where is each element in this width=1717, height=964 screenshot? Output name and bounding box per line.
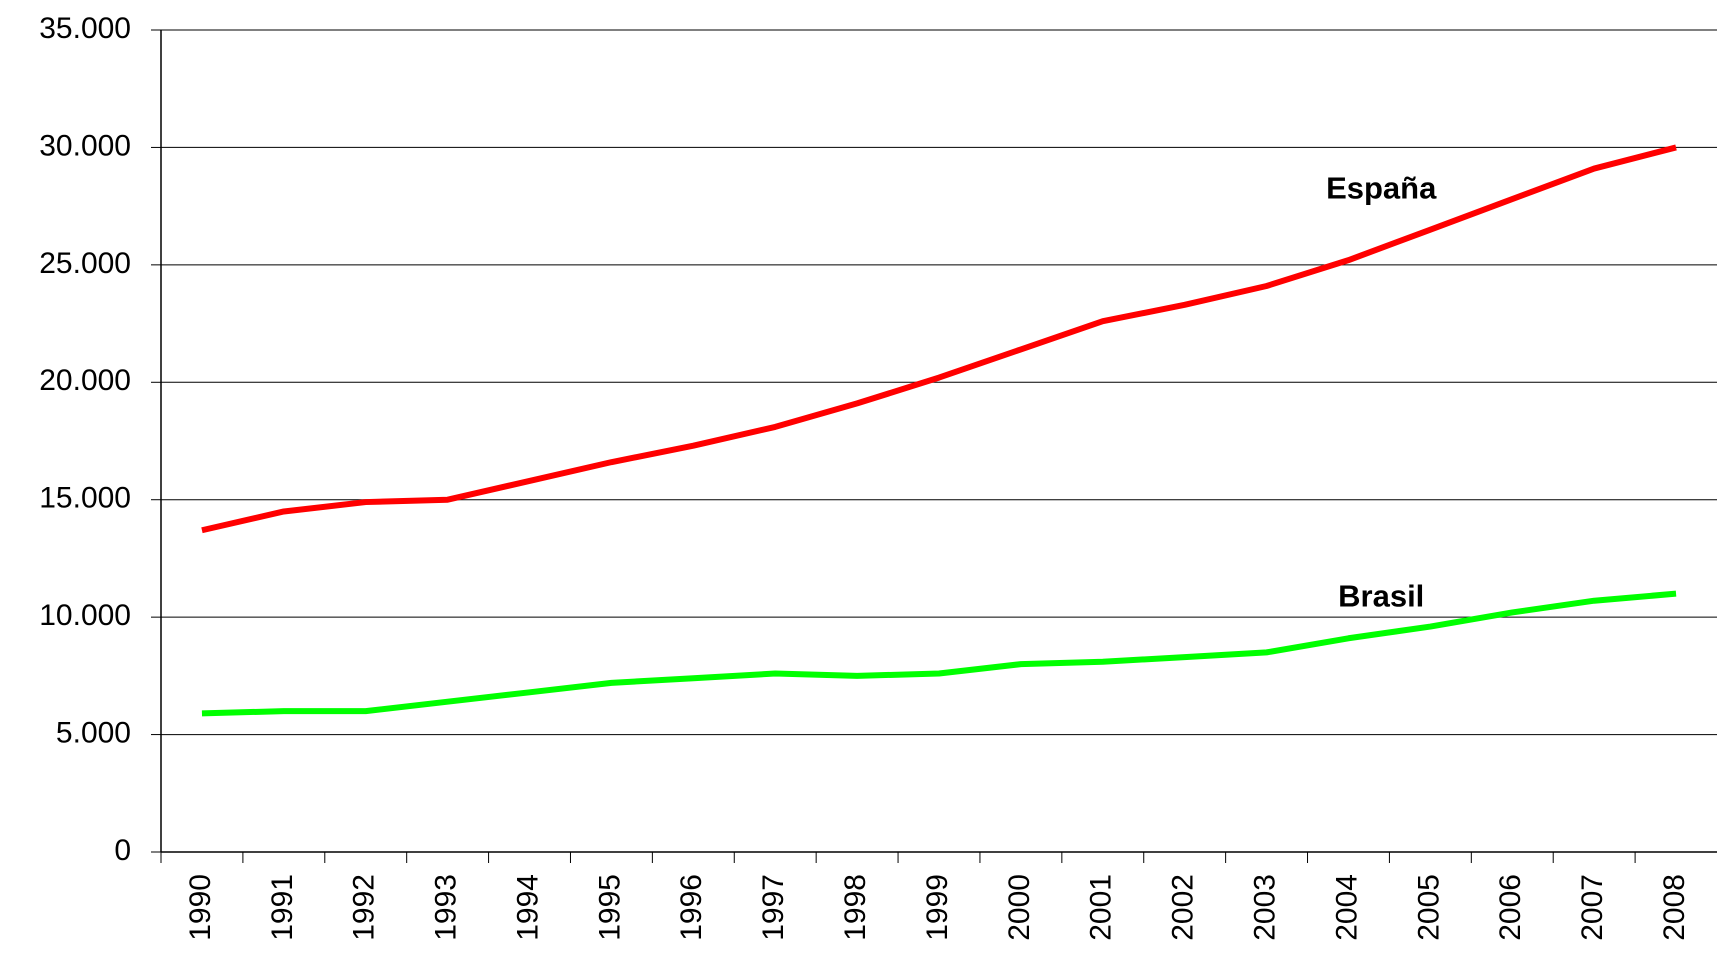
x-tick-label: 2003	[1249, 874, 1282, 941]
x-tick-label: 1996	[675, 874, 708, 941]
x-tick-label: 2007	[1576, 874, 1609, 941]
y-tick-label: 15.000	[39, 482, 131, 515]
x-tick-label: 2000	[1003, 874, 1036, 941]
y-tick-label: 20.000	[39, 364, 131, 397]
y-tick-label: 25.000	[39, 247, 131, 280]
x-tick-label: 1993	[430, 874, 463, 941]
x-tick-label: 1992	[348, 874, 381, 941]
y-tick-label: 5.000	[56, 716, 131, 749]
series-label: España	[1326, 170, 1437, 205]
x-tick-label: 1990	[184, 874, 217, 941]
series-label: Brasil	[1338, 578, 1424, 613]
x-tick-label: 1995	[593, 874, 626, 941]
x-tick-label: 2008	[1658, 874, 1691, 941]
x-tick-label: 2005	[1412, 874, 1445, 941]
y-tick-label: 30.000	[39, 129, 131, 162]
series-line	[201, 590, 1677, 717]
x-tick-label: 2002	[1167, 874, 1200, 941]
x-tick-label: 1991	[266, 874, 299, 941]
series-line	[201, 144, 1677, 534]
y-tick-label: 35.000	[39, 12, 131, 45]
x-tick-label: 1994	[511, 874, 544, 941]
y-tick-label: 0	[114, 834, 131, 867]
x-tick-label: 1999	[921, 874, 954, 941]
x-tick-label: 2006	[1494, 874, 1527, 941]
x-tick-label: 2001	[1085, 874, 1118, 941]
x-tick-label: 2004	[1330, 874, 1363, 941]
y-tick-label: 10.000	[39, 599, 131, 632]
x-tick-label: 1997	[757, 874, 790, 941]
x-tick-label: 1998	[839, 874, 872, 941]
